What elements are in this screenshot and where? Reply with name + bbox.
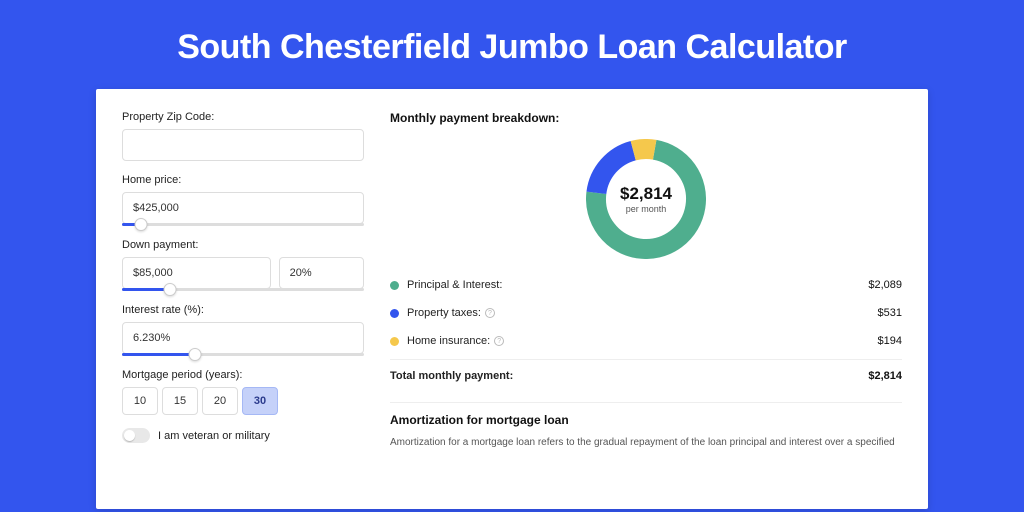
home-price-slider[interactable] — [122, 223, 364, 226]
down-payment-percent-input[interactable] — [279, 257, 364, 289]
amortization-title: Amortization for mortgage loan — [390, 413, 902, 427]
home-price-label: Home price: — [122, 174, 364, 186]
donut-chart: $2,814 per month — [586, 139, 706, 259]
interest-rate-slider-fill — [122, 353, 195, 356]
breakdown-row-value: $2,089 — [868, 279, 902, 291]
down-payment-amount-input[interactable] — [122, 257, 271, 289]
breakdown-title: Monthly payment breakdown: — [390, 111, 902, 125]
donut-center: $2,814 per month — [586, 139, 706, 259]
veteran-toggle-knob — [124, 430, 135, 441]
veteran-row: I am veteran or military — [122, 428, 364, 443]
breakdown-column: Monthly payment breakdown: $2,814 per mo… — [390, 111, 902, 487]
form-column: Property Zip Code: Home price: Down paym… — [122, 111, 364, 487]
breakdown-row-label: Property taxes: ? — [407, 307, 878, 319]
breakdown-total-row: Total monthly payment: $2,814 — [390, 359, 902, 390]
breakdown-row: Principal & Interest:$2,089 — [390, 271, 902, 299]
breakdown-row: Home insurance: ?$194 — [390, 327, 902, 355]
zip-group: Property Zip Code: — [122, 111, 364, 161]
breakdown-row-value: $194 — [878, 335, 902, 347]
home-price-input[interactable] — [122, 192, 364, 224]
breakdown-row-label: Home insurance: ? — [407, 335, 878, 347]
info-icon[interactable]: ? — [485, 308, 495, 318]
period-option-30[interactable]: 30 — [242, 387, 278, 415]
legend-dot — [390, 281, 399, 290]
veteran-toggle[interactable] — [122, 428, 150, 443]
down-payment-slider[interactable] — [122, 288, 364, 291]
down-payment-slider-thumb[interactable] — [164, 283, 177, 296]
legend-dot — [390, 337, 399, 346]
mortgage-period-options: 10152030 — [122, 387, 364, 415]
info-icon[interactable]: ? — [494, 336, 504, 346]
breakdown-total-value: $2,814 — [868, 370, 902, 382]
period-option-10[interactable]: 10 — [122, 387, 158, 415]
period-option-20[interactable]: 20 — [202, 387, 238, 415]
breakdown-row: Property taxes: ?$531 — [390, 299, 902, 327]
divider — [390, 402, 902, 403]
period-option-15[interactable]: 15 — [162, 387, 198, 415]
interest-rate-group: Interest rate (%): — [122, 304, 364, 356]
breakdown-rows: Principal & Interest:$2,089Property taxe… — [390, 271, 902, 355]
breakdown-total-label: Total monthly payment: — [390, 370, 868, 382]
mortgage-period-label: Mortgage period (years): — [122, 369, 364, 381]
donut-amount: $2,814 — [620, 184, 672, 204]
interest-rate-input[interactable] — [122, 322, 364, 354]
legend-dot — [390, 309, 399, 318]
home-price-slider-thumb[interactable] — [135, 218, 148, 231]
page-title: South Chesterfield Jumbo Loan Calculator — [0, 0, 1024, 89]
calculator-card: Property Zip Code: Home price: Down paym… — [96, 89, 928, 509]
down-payment-label: Down payment: — [122, 239, 364, 251]
breakdown-row-label: Principal & Interest: — [407, 279, 868, 291]
zip-input[interactable] — [122, 129, 364, 161]
donut-sub: per month — [626, 204, 667, 214]
home-price-group: Home price: — [122, 174, 364, 226]
interest-rate-label: Interest rate (%): — [122, 304, 364, 316]
interest-rate-slider[interactable] — [122, 353, 364, 356]
mortgage-period-group: Mortgage period (years): 10152030 — [122, 369, 364, 415]
interest-rate-slider-thumb[interactable] — [188, 348, 201, 361]
zip-label: Property Zip Code: — [122, 111, 364, 123]
down-payment-group: Down payment: — [122, 239, 364, 291]
breakdown-row-value: $531 — [878, 307, 902, 319]
donut-chart-wrap: $2,814 per month — [390, 135, 902, 271]
amortization-text: Amortization for a mortgage loan refers … — [390, 435, 902, 450]
veteran-label: I am veteran or military — [158, 430, 270, 442]
